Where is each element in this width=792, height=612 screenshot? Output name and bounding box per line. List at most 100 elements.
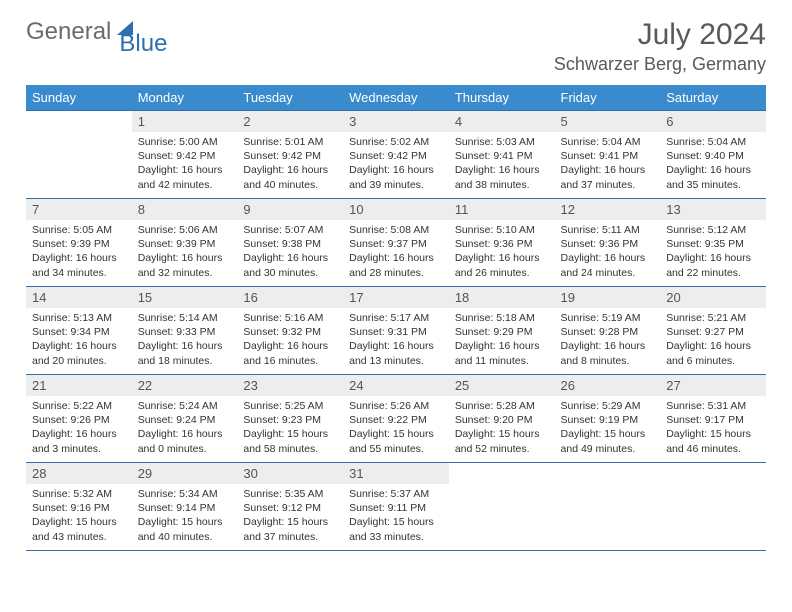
day-cell: 17Sunrise: 5:17 AMSunset: 9:31 PMDayligh… [343,287,449,375]
day-cell: 30Sunrise: 5:35 AMSunset: 9:12 PMDayligh… [237,463,343,551]
day-number: 15 [132,287,238,308]
day-number: 1 [132,111,238,132]
day-info: Sunrise: 5:06 AMSunset: 9:39 PMDaylight:… [132,220,238,284]
day-cell: 24Sunrise: 5:26 AMSunset: 9:22 PMDayligh… [343,375,449,463]
week-row: 21Sunrise: 5:22 AMSunset: 9:26 PMDayligh… [26,375,766,463]
day-number: 26 [555,375,661,396]
day-cell [26,111,132,199]
day-info: Sunrise: 5:08 AMSunset: 9:37 PMDaylight:… [343,220,449,284]
day-info: Sunrise: 5:10 AMSunset: 9:36 PMDaylight:… [449,220,555,284]
day-info: Sunrise: 5:34 AMSunset: 9:14 PMDaylight:… [132,484,238,548]
day-info: Sunrise: 5:35 AMSunset: 9:12 PMDaylight:… [237,484,343,548]
day-cell: 5Sunrise: 5:04 AMSunset: 9:41 PMDaylight… [555,111,661,199]
day-cell: 3Sunrise: 5:02 AMSunset: 9:42 PMDaylight… [343,111,449,199]
day-cell: 21Sunrise: 5:22 AMSunset: 9:26 PMDayligh… [26,375,132,463]
day-number: 23 [237,375,343,396]
day-cell: 23Sunrise: 5:25 AMSunset: 9:23 PMDayligh… [237,375,343,463]
week-row: 1Sunrise: 5:00 AMSunset: 9:42 PMDaylight… [26,111,766,199]
dow-thursday: Thursday [449,85,555,111]
logo: General Blue [26,18,167,46]
day-number: 29 [132,463,238,484]
day-cell: 6Sunrise: 5:04 AMSunset: 9:40 PMDaylight… [660,111,766,199]
day-cell: 2Sunrise: 5:01 AMSunset: 9:42 PMDaylight… [237,111,343,199]
day-cell: 19Sunrise: 5:19 AMSunset: 9:28 PMDayligh… [555,287,661,375]
day-number: 17 [343,287,449,308]
day-number: 4 [449,111,555,132]
location: Schwarzer Berg, Germany [554,54,766,75]
day-info: Sunrise: 5:25 AMSunset: 9:23 PMDaylight:… [237,396,343,460]
day-number: 14 [26,287,132,308]
header: General Blue July 2024 Schwarzer Berg, G… [26,18,766,75]
day-cell [555,463,661,551]
day-info: Sunrise: 5:31 AMSunset: 9:17 PMDaylight:… [660,396,766,460]
day-number: 9 [237,199,343,220]
day-number: 11 [449,199,555,220]
day-number: 30 [237,463,343,484]
dow-tuesday: Tuesday [237,85,343,111]
day-number: 13 [660,199,766,220]
day-info: Sunrise: 5:01 AMSunset: 9:42 PMDaylight:… [237,132,343,196]
day-info: Sunrise: 5:13 AMSunset: 9:34 PMDaylight:… [26,308,132,372]
day-cell: 13Sunrise: 5:12 AMSunset: 9:35 PMDayligh… [660,199,766,287]
logo-word-1: General [26,18,111,46]
day-info: Sunrise: 5:17 AMSunset: 9:31 PMDaylight:… [343,308,449,372]
dow-row: Sunday Monday Tuesday Wednesday Thursday… [26,85,766,111]
day-number: 27 [660,375,766,396]
month-title: July 2024 [554,18,766,52]
day-number: 8 [132,199,238,220]
day-info: Sunrise: 5:04 AMSunset: 9:41 PMDaylight:… [555,132,661,196]
day-info: Sunrise: 5:19 AMSunset: 9:28 PMDaylight:… [555,308,661,372]
day-cell: 18Sunrise: 5:18 AMSunset: 9:29 PMDayligh… [449,287,555,375]
day-number: 21 [26,375,132,396]
day-number: 28 [26,463,132,484]
day-info: Sunrise: 5:32 AMSunset: 9:16 PMDaylight:… [26,484,132,548]
day-cell: 26Sunrise: 5:29 AMSunset: 9:19 PMDayligh… [555,375,661,463]
day-number: 6 [660,111,766,132]
day-cell: 16Sunrise: 5:16 AMSunset: 9:32 PMDayligh… [237,287,343,375]
day-cell: 1Sunrise: 5:00 AMSunset: 9:42 PMDaylight… [132,111,238,199]
day-cell [449,463,555,551]
day-cell: 4Sunrise: 5:03 AMSunset: 9:41 PMDaylight… [449,111,555,199]
day-cell: 7Sunrise: 5:05 AMSunset: 9:39 PMDaylight… [26,199,132,287]
calendar-table: Sunday Monday Tuesday Wednesday Thursday… [26,85,766,551]
day-number: 12 [555,199,661,220]
day-info: Sunrise: 5:03 AMSunset: 9:41 PMDaylight:… [449,132,555,196]
dow-wednesday: Wednesday [343,85,449,111]
dow-sunday: Sunday [26,85,132,111]
day-number: 25 [449,375,555,396]
day-number: 19 [555,287,661,308]
title-block: July 2024 Schwarzer Berg, Germany [554,18,766,75]
day-number: 2 [237,111,343,132]
day-cell: 31Sunrise: 5:37 AMSunset: 9:11 PMDayligh… [343,463,449,551]
day-info: Sunrise: 5:18 AMSunset: 9:29 PMDaylight:… [449,308,555,372]
day-info: Sunrise: 5:02 AMSunset: 9:42 PMDaylight:… [343,132,449,196]
day-cell: 10Sunrise: 5:08 AMSunset: 9:37 PMDayligh… [343,199,449,287]
day-cell [660,463,766,551]
day-cell: 9Sunrise: 5:07 AMSunset: 9:38 PMDaylight… [237,199,343,287]
day-cell: 27Sunrise: 5:31 AMSunset: 9:17 PMDayligh… [660,375,766,463]
day-number: 10 [343,199,449,220]
day-info: Sunrise: 5:22 AMSunset: 9:26 PMDaylight:… [26,396,132,460]
day-info: Sunrise: 5:26 AMSunset: 9:22 PMDaylight:… [343,396,449,460]
day-cell: 29Sunrise: 5:34 AMSunset: 9:14 PMDayligh… [132,463,238,551]
day-number: 5 [555,111,661,132]
day-info: Sunrise: 5:00 AMSunset: 9:42 PMDaylight:… [132,132,238,196]
day-cell: 15Sunrise: 5:14 AMSunset: 9:33 PMDayligh… [132,287,238,375]
dow-monday: Monday [132,85,238,111]
day-number: 3 [343,111,449,132]
day-cell: 22Sunrise: 5:24 AMSunset: 9:24 PMDayligh… [132,375,238,463]
day-cell: 25Sunrise: 5:28 AMSunset: 9:20 PMDayligh… [449,375,555,463]
day-number: 18 [449,287,555,308]
day-info: Sunrise: 5:28 AMSunset: 9:20 PMDaylight:… [449,396,555,460]
day-info: Sunrise: 5:12 AMSunset: 9:35 PMDaylight:… [660,220,766,284]
day-cell: 14Sunrise: 5:13 AMSunset: 9:34 PMDayligh… [26,287,132,375]
day-info: Sunrise: 5:16 AMSunset: 9:32 PMDaylight:… [237,308,343,372]
day-cell: 20Sunrise: 5:21 AMSunset: 9:27 PMDayligh… [660,287,766,375]
day-info: Sunrise: 5:04 AMSunset: 9:40 PMDaylight:… [660,132,766,196]
day-info: Sunrise: 5:07 AMSunset: 9:38 PMDaylight:… [237,220,343,284]
dow-friday: Friday [555,85,661,111]
day-number: 7 [26,199,132,220]
dow-saturday: Saturday [660,85,766,111]
week-row: 7Sunrise: 5:05 AMSunset: 9:39 PMDaylight… [26,199,766,287]
day-cell: 12Sunrise: 5:11 AMSunset: 9:36 PMDayligh… [555,199,661,287]
